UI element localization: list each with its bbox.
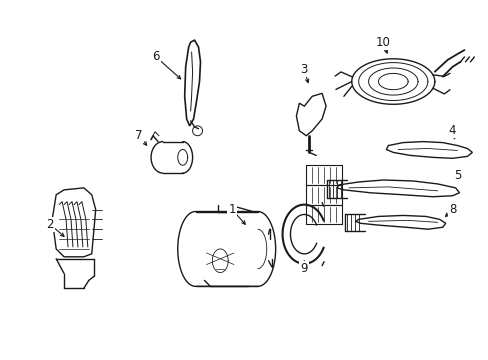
- Text: 8: 8: [448, 203, 455, 216]
- Text: 3: 3: [300, 63, 307, 76]
- Text: 1: 1: [228, 203, 235, 216]
- Polygon shape: [355, 215, 445, 229]
- Text: 2: 2: [46, 218, 54, 231]
- Polygon shape: [178, 212, 275, 286]
- Polygon shape: [336, 180, 459, 197]
- Text: 7: 7: [135, 129, 142, 142]
- Text: 10: 10: [375, 36, 390, 49]
- Text: 9: 9: [300, 262, 307, 275]
- Polygon shape: [296, 93, 325, 136]
- Text: 6: 6: [152, 50, 160, 63]
- Text: 4: 4: [448, 124, 455, 137]
- Polygon shape: [52, 188, 96, 257]
- Polygon shape: [184, 40, 200, 126]
- Polygon shape: [386, 141, 471, 158]
- Text: 5: 5: [453, 168, 460, 181]
